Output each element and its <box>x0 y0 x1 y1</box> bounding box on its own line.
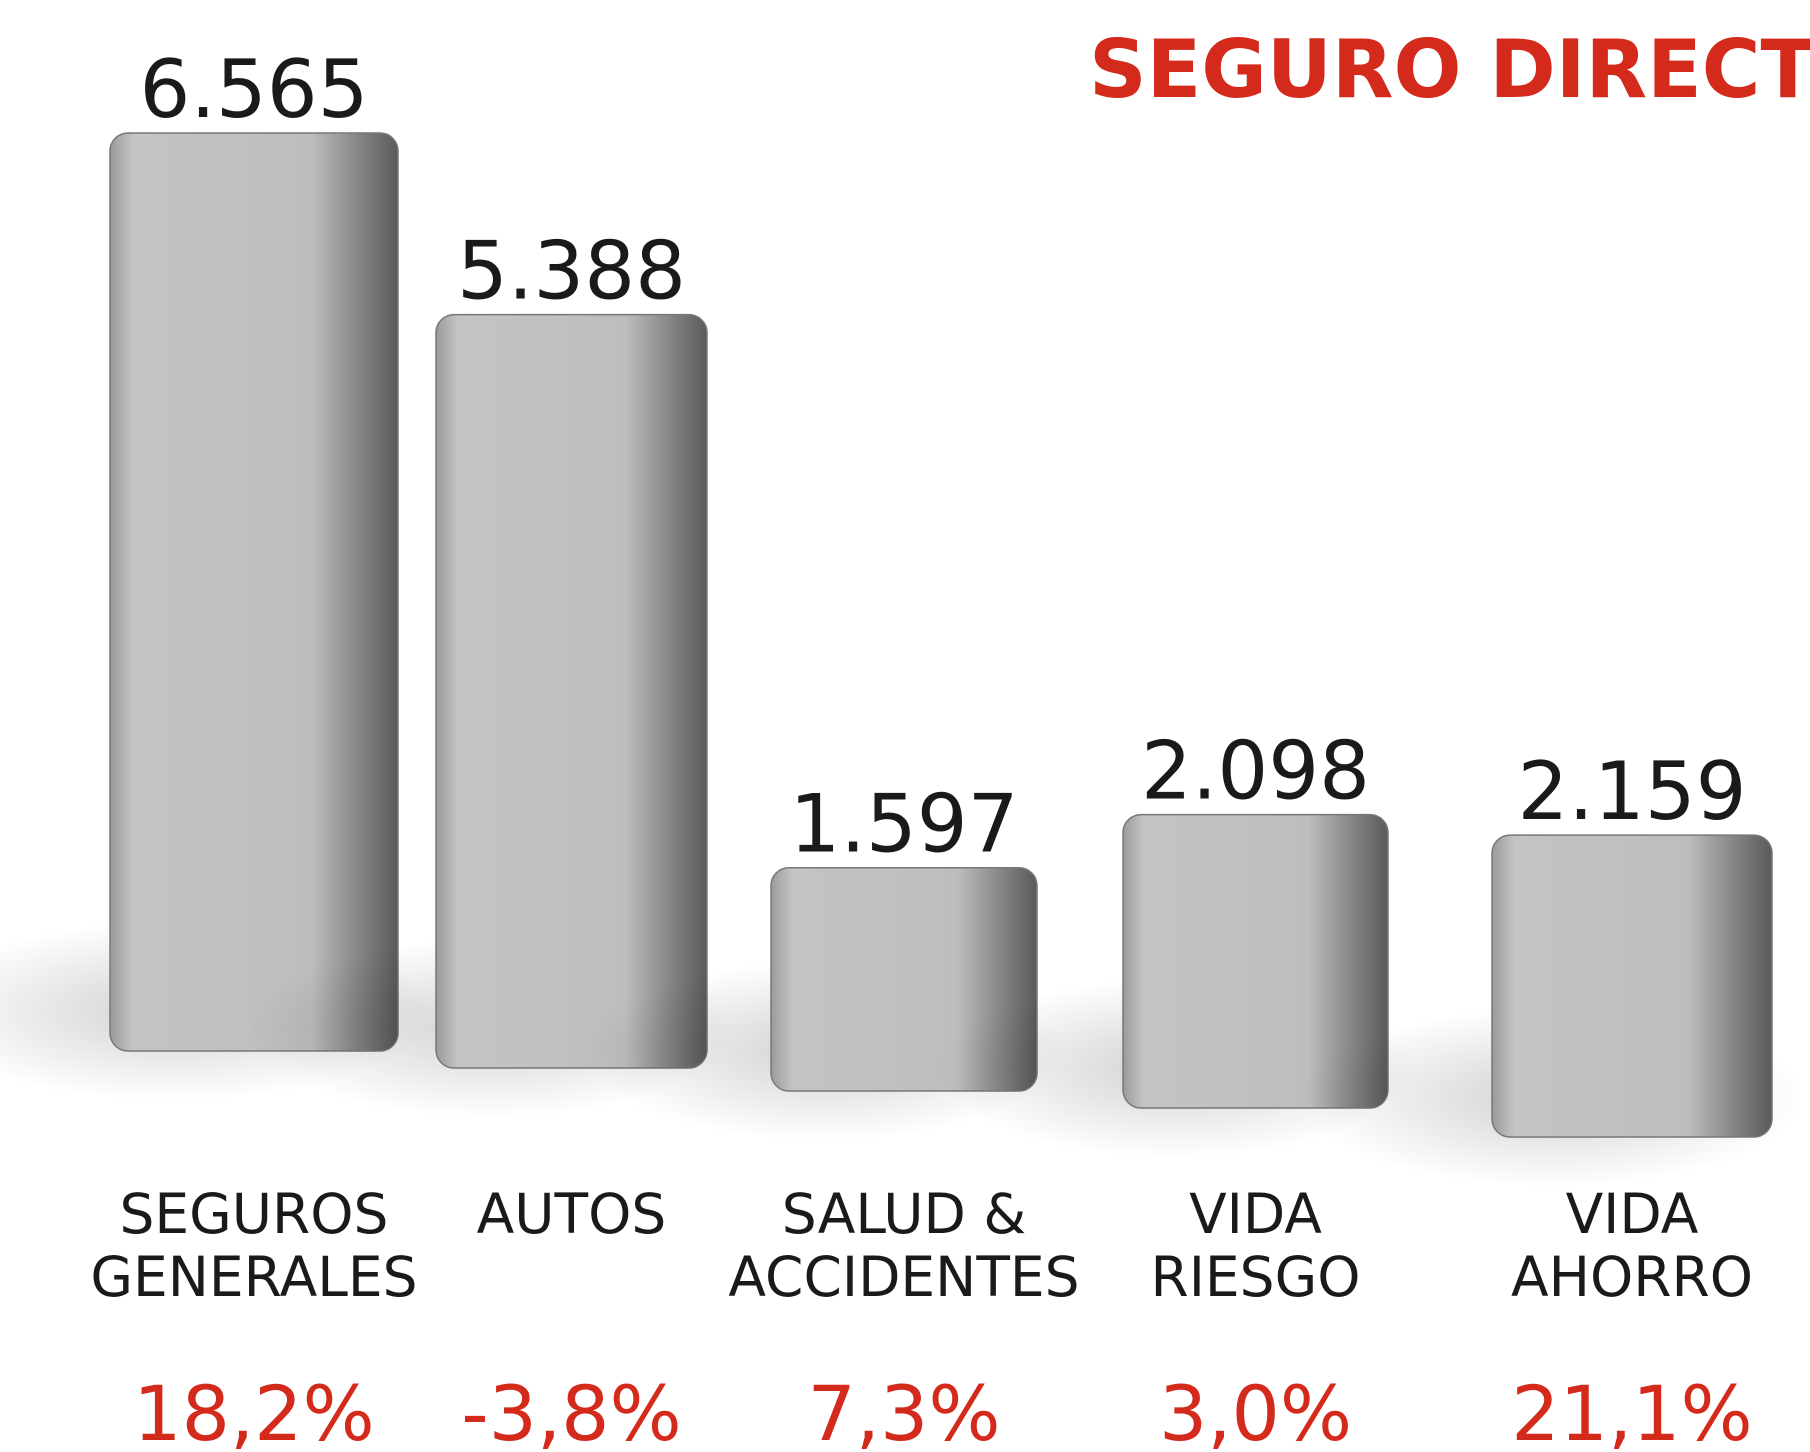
value-label: 1.597 <box>789 778 1018 871</box>
change-label: 7,3% <box>807 1369 1000 1452</box>
bar <box>109 132 399 1052</box>
category-label: SALUD & <box>782 1182 1026 1246</box>
value-label: 5.388 <box>457 225 686 318</box>
category-label: AHORRO <box>1511 1245 1753 1309</box>
chart-title: SEGURO DIRECTO <box>1089 23 1810 116</box>
change-label: 21,1% <box>1511 1369 1752 1452</box>
category-label: VIDA <box>1566 1182 1699 1246</box>
value-label: 2.098 <box>1141 725 1370 818</box>
bar <box>435 313 708 1069</box>
bar <box>1122 813 1389 1109</box>
change-label: 18,2% <box>133 1369 374 1452</box>
category-label: VIDA <box>1189 1182 1322 1246</box>
change-label: -3,8% <box>461 1369 682 1452</box>
category-label: AUTOS <box>477 1182 667 1246</box>
category-label: GENERALES <box>90 1245 417 1309</box>
bar <box>1491 834 1773 1138</box>
value-label: 6.565 <box>139 43 368 136</box>
category-label: RIESGO <box>1150 1245 1360 1309</box>
value-label: 2.159 <box>1517 745 1746 838</box>
category-label: SEGUROS <box>120 1182 389 1246</box>
category-label: ACCIDENTES <box>728 1245 1079 1309</box>
change-label: 3,0% <box>1159 1369 1352 1452</box>
